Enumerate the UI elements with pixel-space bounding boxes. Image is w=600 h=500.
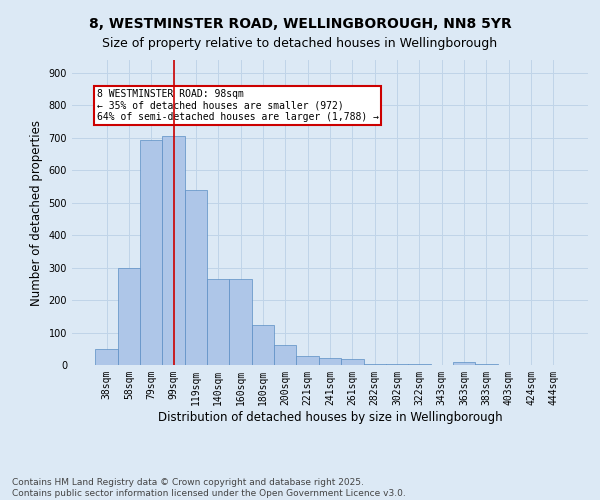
Bar xyxy=(296,356,319,365)
Bar xyxy=(252,326,274,365)
Bar xyxy=(408,364,431,365)
Bar xyxy=(341,360,364,365)
Bar xyxy=(319,358,341,365)
Bar xyxy=(386,364,408,365)
Y-axis label: Number of detached properties: Number of detached properties xyxy=(30,120,43,306)
Bar xyxy=(185,190,207,365)
Text: Contains HM Land Registry data © Crown copyright and database right 2025.
Contai: Contains HM Land Registry data © Crown c… xyxy=(12,478,406,498)
Text: Size of property relative to detached houses in Wellingborough: Size of property relative to detached ho… xyxy=(103,38,497,51)
Bar xyxy=(163,136,185,365)
X-axis label: Distribution of detached houses by size in Wellingborough: Distribution of detached houses by size … xyxy=(158,410,502,424)
Bar xyxy=(274,345,296,365)
Bar xyxy=(229,279,252,365)
Text: 8 WESTMINSTER ROAD: 98sqm
← 35% of detached houses are smaller (972)
64% of semi: 8 WESTMINSTER ROAD: 98sqm ← 35% of detac… xyxy=(97,89,379,122)
Bar xyxy=(118,268,140,365)
Bar xyxy=(95,350,118,365)
Bar xyxy=(453,362,475,365)
Bar xyxy=(140,140,163,365)
Text: 8, WESTMINSTER ROAD, WELLINGBOROUGH, NN8 5YR: 8, WESTMINSTER ROAD, WELLINGBOROUGH, NN8… xyxy=(89,18,511,32)
Bar xyxy=(475,364,497,365)
Bar xyxy=(207,279,229,365)
Bar xyxy=(364,364,386,365)
